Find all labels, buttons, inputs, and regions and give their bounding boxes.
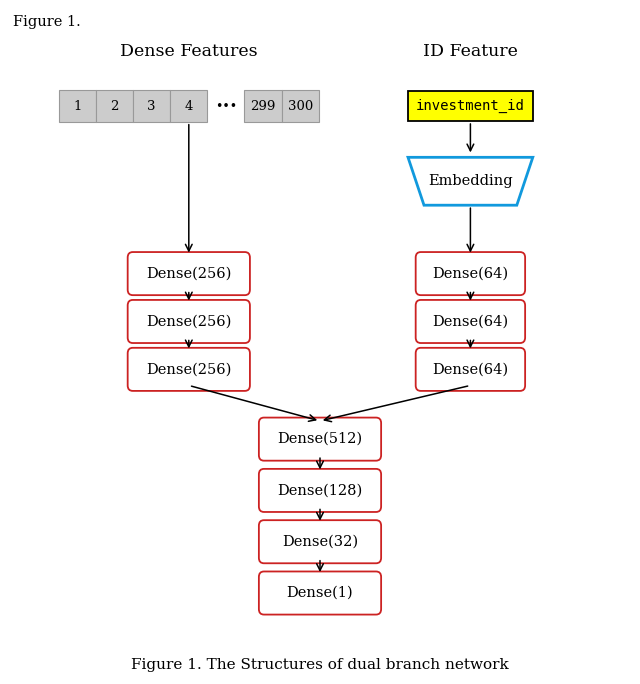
FancyBboxPatch shape bbox=[128, 348, 250, 391]
Bar bbox=[244, 90, 282, 122]
Text: Dense(256): Dense(256) bbox=[146, 363, 232, 376]
Text: Dense(128): Dense(128) bbox=[277, 484, 363, 497]
FancyBboxPatch shape bbox=[416, 348, 525, 391]
Text: 300: 300 bbox=[287, 99, 313, 113]
Text: Dense(256): Dense(256) bbox=[146, 315, 232, 328]
Text: Embedding: Embedding bbox=[428, 174, 513, 188]
FancyBboxPatch shape bbox=[128, 252, 250, 295]
Text: 4: 4 bbox=[184, 99, 193, 113]
FancyBboxPatch shape bbox=[259, 417, 381, 461]
Text: •••: ••• bbox=[215, 99, 237, 113]
Text: Dense(32): Dense(32) bbox=[282, 535, 358, 549]
Text: Dense(64): Dense(64) bbox=[433, 267, 508, 280]
Bar bbox=[59, 90, 96, 122]
Text: Dense(1): Dense(1) bbox=[287, 586, 353, 600]
FancyBboxPatch shape bbox=[128, 300, 250, 343]
Text: Dense(64): Dense(64) bbox=[433, 315, 508, 328]
Bar bbox=[282, 90, 319, 122]
Text: ID Feature: ID Feature bbox=[423, 43, 518, 60]
FancyBboxPatch shape bbox=[259, 572, 381, 614]
FancyBboxPatch shape bbox=[416, 252, 525, 295]
Text: 2: 2 bbox=[110, 99, 119, 113]
Text: Dense Features: Dense Features bbox=[120, 43, 258, 60]
Text: investment_id: investment_id bbox=[416, 99, 525, 113]
Text: Figure 1.: Figure 1. bbox=[13, 15, 81, 29]
Text: Dense(512): Dense(512) bbox=[277, 432, 363, 446]
Text: Dense(256): Dense(256) bbox=[146, 267, 232, 280]
Bar bbox=[408, 91, 533, 121]
Text: 3: 3 bbox=[147, 99, 156, 113]
Bar bbox=[96, 90, 133, 122]
FancyBboxPatch shape bbox=[259, 469, 381, 512]
FancyBboxPatch shape bbox=[416, 300, 525, 343]
Bar bbox=[133, 90, 170, 122]
Bar bbox=[170, 90, 207, 122]
Text: Dense(64): Dense(64) bbox=[433, 363, 508, 376]
Text: 1: 1 bbox=[73, 99, 82, 113]
Text: Figure 1. The Structures of dual branch network: Figure 1. The Structures of dual branch … bbox=[131, 658, 509, 672]
Polygon shape bbox=[408, 157, 532, 205]
Text: 299: 299 bbox=[250, 99, 276, 113]
FancyBboxPatch shape bbox=[259, 521, 381, 564]
